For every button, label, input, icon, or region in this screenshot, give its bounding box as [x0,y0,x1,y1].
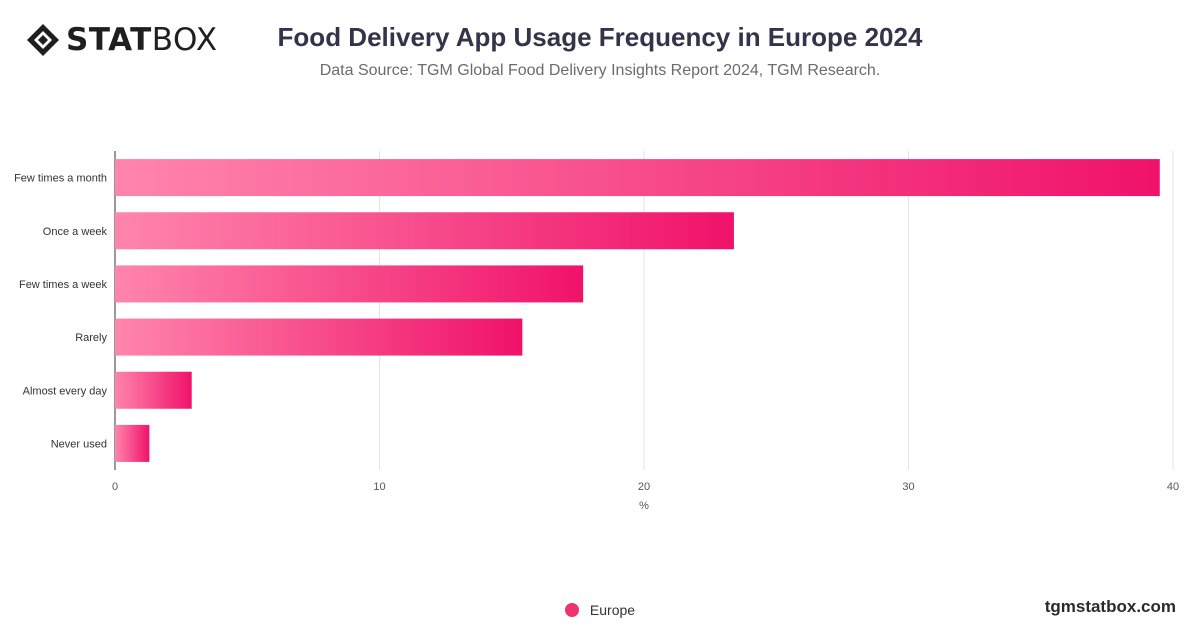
logo-wordmark: STATBOX [66,22,218,58]
x-tick-label: 20 [638,481,650,493]
legend-marker [564,603,579,617]
website-watermark: tgmstatbox.com [1044,597,1176,616]
bar [115,424,150,462]
bar [115,265,584,303]
x-tick-label: 10 [373,481,385,493]
y-category-label: Rarely [75,332,107,344]
chart-subtitle: Data Source: TGM Global Food Delivery In… [319,62,881,79]
bar [115,159,1160,197]
statbox-logo: STATBOX [26,22,218,58]
y-category-label: Few times a week [19,279,108,291]
x-tick-label: 0 [112,481,118,493]
bar [115,212,734,250]
bar [115,318,523,356]
bar [115,371,192,409]
chart-title: Food Delivery App Usage Frequency in Eur… [277,22,923,52]
x-axis-label: % [639,500,649,512]
y-category-label: Once a week [43,226,108,238]
logo-light-text: BOX [151,22,218,58]
x-tick-label: 40 [1167,481,1179,493]
x-tick-label: 30 [902,481,914,493]
y-category-label: Almost every day [23,385,108,397]
legend-label: Europe [589,602,636,618]
chart-legend[interactable]: Europe [0,602,1200,618]
statbox-diamond-logo-icon [27,24,59,56]
y-category-label: Few times a month [14,173,107,185]
logo-bold-text: STAT [66,22,152,58]
y-category-label: Never used [51,438,107,450]
